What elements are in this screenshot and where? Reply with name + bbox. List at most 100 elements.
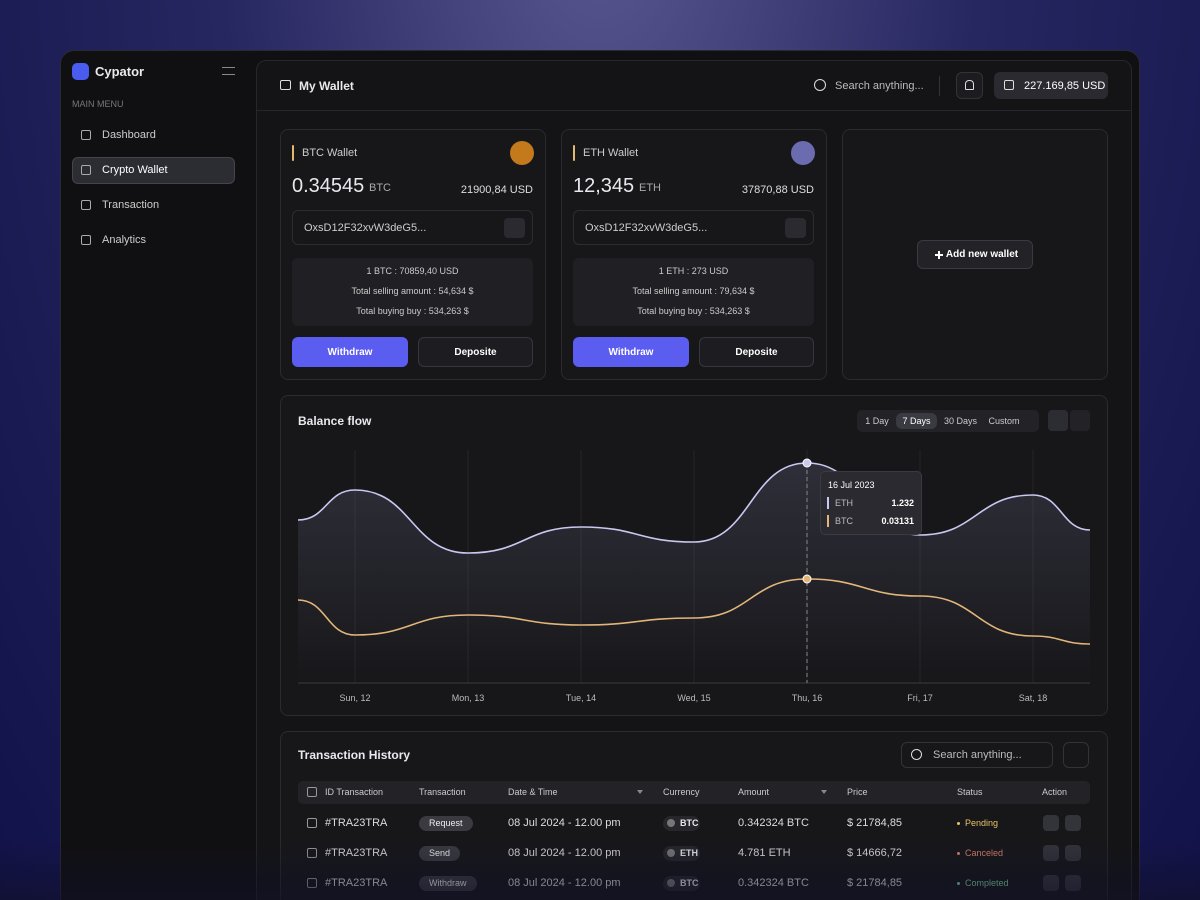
hover-dot: [802, 458, 812, 468]
tooltip-series: BTC: [835, 516, 853, 526]
type-pill: Request: [419, 816, 473, 831]
transaction-id: #TRA23TRA: [325, 817, 388, 829]
withdraw-button[interactable]: Withdraw: [573, 337, 689, 367]
deposit-button[interactable]: Deposite: [418, 337, 533, 367]
checkbox[interactable]: [307, 787, 317, 797]
wallet-name: ETH Wallet: [583, 147, 639, 159]
column-header: Currency: [663, 787, 700, 797]
menu-toggle[interactable]: [222, 67, 235, 75]
menu-item[interactable]: Transaction: [102, 199, 160, 211]
view-button[interactable]: [1043, 815, 1059, 831]
delete-button[interactable]: [1065, 815, 1081, 831]
wallet-amount: 0.34545: [292, 175, 365, 197]
column-header: ID Transaction: [325, 787, 384, 797]
wallet-selling: Total selling amount : 79,634 $: [632, 286, 755, 296]
search-icon: [814, 79, 826, 91]
logo-icon: [72, 63, 89, 80]
menu-label: MAIN MENU: [72, 99, 124, 109]
tooltip-value: 1.232: [891, 498, 914, 508]
status: Pending: [965, 818, 999, 828]
wallet-selling: Total selling amount : 54,634 $: [351, 286, 474, 296]
menu-item[interactable]: Dashboard: [102, 129, 156, 141]
range-button[interactable]: Custom: [988, 416, 1020, 426]
x-axis-label: Mon, 13: [451, 693, 485, 703]
x-axis-label: Thu, 16: [791, 693, 823, 703]
wallet-accent: [573, 145, 575, 161]
tooltip-series: ETH: [835, 498, 853, 508]
info-box: [292, 258, 533, 326]
search-icon: [911, 749, 922, 760]
search-input[interactable]: Search anything...: [835, 80, 924, 92]
wallet-usd: 37870,88 USD: [741, 184, 814, 196]
balance-title: Balance flow: [298, 414, 372, 428]
sort-icon: [637, 790, 643, 797]
address-box: [292, 210, 533, 245]
menu-icon: [81, 165, 91, 175]
amount: 0.342324 BTC: [738, 817, 809, 829]
wallet-rate: 1 BTC : 70859,40 USD: [366, 266, 459, 276]
tooltip-date: 16 Jul 2023: [828, 480, 875, 490]
total-balance: 227.169,85 USD: [1024, 80, 1106, 92]
wallet-name: BTC Wallet: [302, 147, 358, 159]
column-header: Amount: [738, 787, 770, 797]
address-box: [573, 210, 814, 245]
eth-area: [298, 463, 1090, 683]
table-header: [298, 781, 1090, 804]
header-line: [257, 110, 1131, 111]
withdraw-button[interactable]: Withdraw: [292, 337, 408, 367]
balance-icon: [1004, 80, 1014, 90]
range-button[interactable]: 1 Day: [865, 416, 889, 426]
chart-type-button[interactable]: [1048, 410, 1068, 431]
info-box: [573, 258, 814, 326]
filter-button[interactable]: [1063, 742, 1089, 768]
wallet-buying: Total buying buy : 534,263 $: [637, 306, 750, 316]
tooltip-value: 0.03131: [881, 516, 914, 526]
date-time: 08 Jul 2024 - 12.00 pm: [508, 817, 621, 829]
x-axis-label: Wed, 15: [677, 693, 711, 703]
wallet-unit: BTC: [369, 182, 391, 194]
column-header: Status: [957, 787, 983, 797]
coin-icon: [510, 141, 534, 165]
column-header: Action: [1042, 787, 1068, 797]
range-button[interactable]: 30 Days: [943, 416, 978, 426]
tooltip-swatch: [827, 515, 829, 527]
checkbox[interactable]: [307, 818, 317, 828]
transactions-title: Transaction History: [298, 748, 411, 762]
bell-button[interactable]: [956, 72, 983, 99]
table-search-input[interactable]: Search anything...: [933, 749, 1022, 761]
wallet-buying: Total buying buy : 534,263 $: [356, 306, 469, 316]
sort-icon: [821, 790, 827, 797]
wallet-unit: ETH: [639, 182, 661, 194]
x-axis-label: Sat, 18: [1018, 693, 1048, 703]
tooltip: [820, 471, 922, 535]
active-item: [72, 157, 235, 184]
wallet-rate: 1 ETH : 273 USD: [658, 266, 729, 276]
page-title: My Wallet: [299, 79, 354, 93]
divider: [939, 76, 940, 96]
x-axis-label: Tue, 14: [565, 693, 597, 703]
menu-item[interactable]: Crypto Wallet: [102, 164, 168, 176]
brand: Cypator: [95, 64, 145, 79]
table-search[interactable]: [901, 742, 1053, 768]
copy-button[interactable]: [504, 218, 525, 238]
plus-icon-v: [938, 250, 940, 259]
tooltip-swatch: [827, 497, 829, 509]
x-axis-label: Sun, 12: [339, 693, 371, 703]
deposit-button[interactable]: Deposite: [699, 337, 814, 367]
copy-button[interactable]: [785, 218, 806, 238]
price: $ 21784,85: [847, 817, 903, 829]
menu-icon: [81, 130, 91, 140]
status-dot: [957, 822, 960, 825]
eth-line: [297, 462, 1091, 554]
coin-icon: [791, 141, 815, 165]
hover-dot: [802, 574, 812, 584]
column-header: Price: [847, 787, 868, 797]
menu-icon: [81, 200, 91, 210]
bell-icon: [965, 80, 974, 90]
currency-icon: [667, 819, 675, 827]
column-header: Date & Time: [508, 787, 558, 797]
menu-item[interactable]: Analytics: [102, 234, 147, 246]
range-button[interactable]: 7 Days: [896, 413, 937, 429]
chart-type-button[interactable]: [1070, 410, 1090, 431]
